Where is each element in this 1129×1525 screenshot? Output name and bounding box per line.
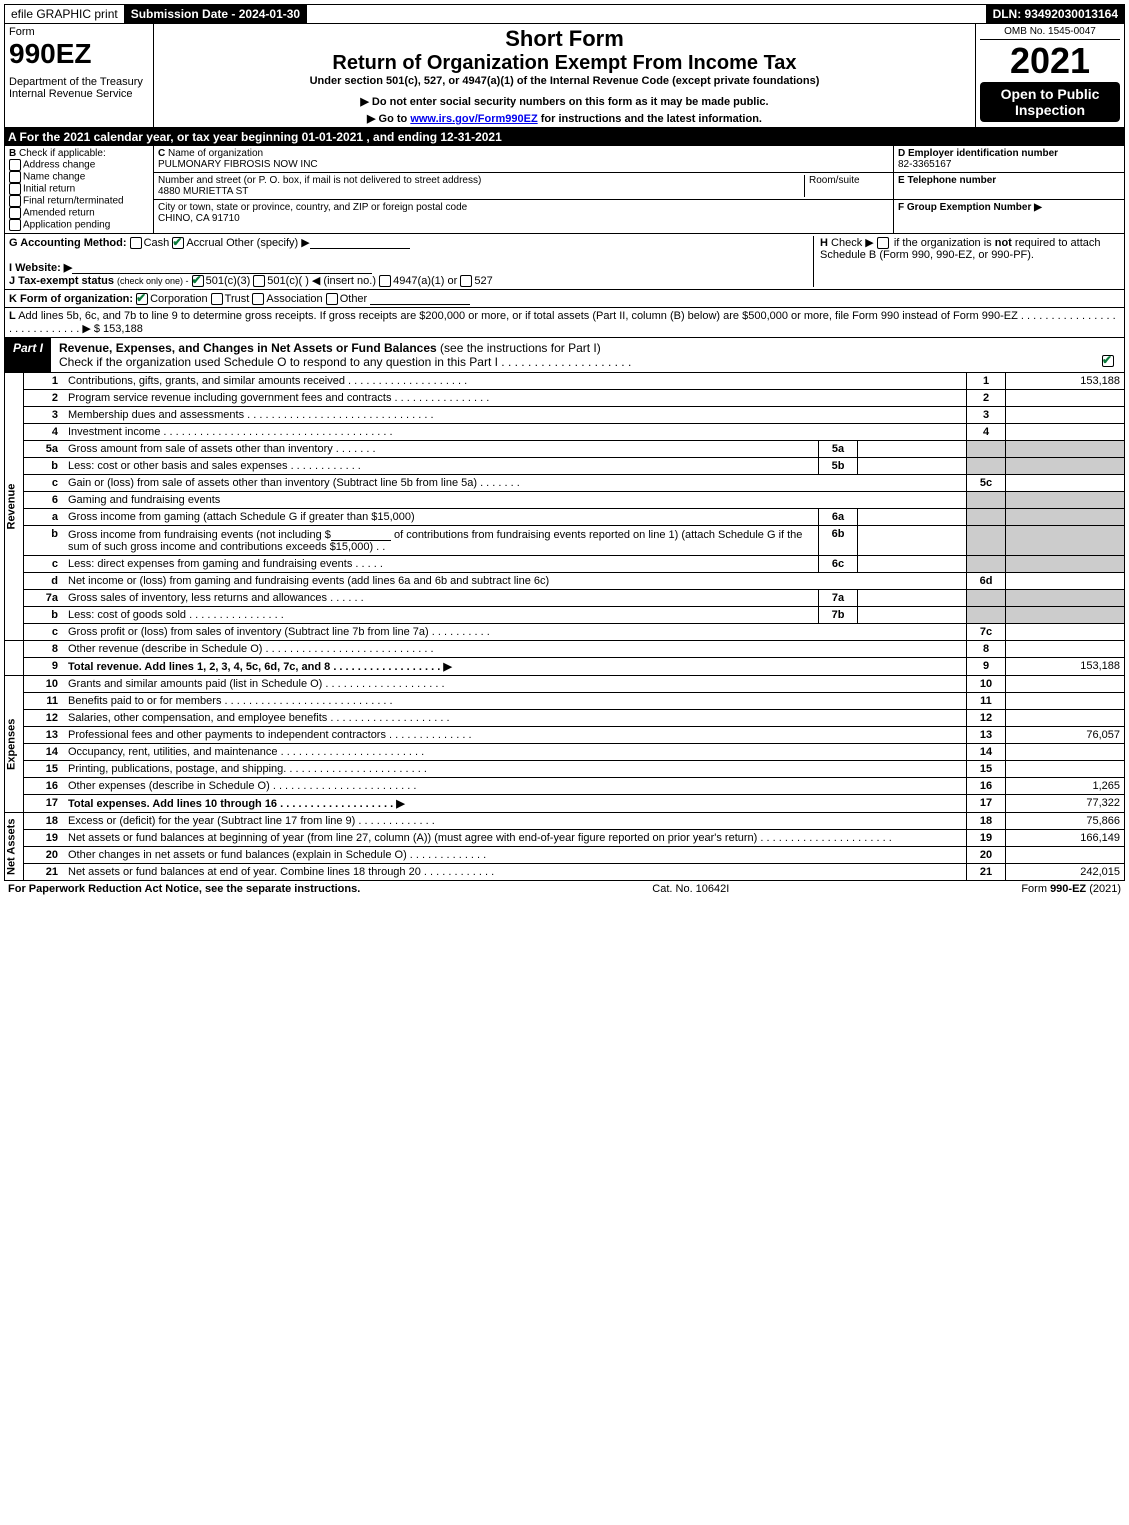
line-6b-value [858,526,967,556]
checkbox-501c[interactable] [253,275,265,287]
line-13-value: 76,057 [1006,727,1125,744]
checkbox-initial-return[interactable] [9,183,21,195]
checkbox-527[interactable] [460,275,472,287]
page-footer: For Paperwork Reduction Act Notice, see … [4,881,1125,897]
short-form-title: Short Form [158,26,971,52]
line-19-value: 166,149 [1006,830,1125,847]
street-address: 4880 MURIETTA ST [158,186,248,197]
line-7b-value [858,607,967,624]
checkbox-corporation[interactable] [136,293,148,305]
checkbox-application-pending[interactable] [9,219,21,231]
line-21-value: 242,015 [1006,864,1125,881]
header-right: OMB No. 1545-0047 2021 Open to Public In… [975,24,1124,127]
column-d: D Employer identification number 82-3365… [894,146,1124,233]
gross-receipts-amount: 153,188 [103,323,143,335]
return-title: Return of Organization Exempt From Incom… [158,52,971,75]
line-6c-value [858,556,967,573]
checkbox-accrual[interactable] [172,237,184,249]
line-3-value [1006,407,1125,424]
line-7a-value [858,590,967,607]
line-14-value [1006,744,1125,761]
line-16-value: 1,265 [1006,778,1125,795]
footer-left: For Paperwork Reduction Act Notice, see … [8,883,360,895]
dept-treasury: Department of the Treasury [9,76,149,88]
part-1-header: Part I Revenue, Expenses, and Changes in… [4,338,1125,373]
net-assets-section-label: Net Assets [5,813,24,881]
checkbox-other-org[interactable] [326,293,338,305]
irs-label: Internal Revenue Service [9,88,149,100]
checkbox-name-change[interactable] [9,171,21,183]
line-5b-value [858,458,967,475]
other-method-blank [310,236,410,249]
header-left: Form 990EZ Department of the Treasury In… [5,24,154,127]
form-number: 990EZ [9,38,149,70]
submission-date: Submission Date - 2024-01-30 [125,5,307,23]
line-10-value [1006,676,1125,693]
column-b: B Check if applicable: Address change Na… [5,146,154,233]
line-15-value [1006,761,1125,778]
line-2-value [1006,390,1125,407]
part-1-title: Revenue, Expenses, and Changes in Net As… [51,338,1124,372]
under-section: Under section 501(c), 527, or 4947(a)(1)… [158,75,971,87]
website-blank [72,261,372,274]
line-17-value: 77,322 [1006,795,1125,813]
goto-line: ▶ Go to www.irs.gov/Form990EZ for instru… [158,112,971,125]
checkbox-h[interactable] [877,237,889,249]
line-1-value: 153,188 [1006,373,1125,390]
footer-right: Form 990-EZ (2021) [1021,883,1121,895]
checkbox-501c3[interactable] [192,275,204,287]
header-center: Short Form Return of Organization Exempt… [154,24,975,127]
org-name: PULMONARY FIBROSIS NOW INC [158,159,318,170]
form-word: Form [9,26,149,38]
checkbox-association[interactable] [252,293,264,305]
dln-label: DLN: 93492030013164 [986,5,1124,23]
checkbox-amended-return[interactable] [9,207,21,219]
line-4-value [1006,424,1125,441]
row-k: K Form of organization: Corporation Trus… [4,290,1125,308]
line-8-value [1006,641,1125,658]
checkbox-4947[interactable] [379,275,391,287]
no-ssn-warning: ▶ Do not enter social security numbers o… [158,95,971,108]
omb-number: OMB No. 1545-0047 [980,26,1120,40]
line-6a-value [858,509,967,526]
info-grid: B Check if applicable: Address change Na… [4,146,1125,234]
line-20-value [1006,847,1125,864]
checkbox-trust[interactable] [211,293,223,305]
line-5a-value [858,441,967,458]
footer-cat-no: Cat. No. 10642I [652,883,729,895]
checkbox-address-change[interactable] [9,159,21,171]
open-to-public: Open to Public Inspection [980,82,1120,122]
checkbox-final-return[interactable] [9,195,21,207]
column-c: C Name of organization PULMONARY FIBROSI… [154,146,894,233]
irs-link[interactable]: www.irs.gov/Form990EZ [410,113,537,125]
line-18-value: 75,866 [1006,813,1125,830]
room-suite-label: Room/suite [805,175,889,197]
ein-value: 82-3365167 [898,159,951,170]
line-5c-value [1006,475,1125,492]
line-6d-value [1006,573,1125,590]
city-state-zip: CHINO, CA 91710 [158,213,240,224]
tax-year: 2021 [980,40,1120,82]
line-7c-value [1006,624,1125,641]
part-1-label: Part I [5,338,51,372]
form-header: Form 990EZ Department of the Treasury In… [4,24,1125,128]
row-l: L Add lines 5b, 6c, and 7b to line 9 to … [4,308,1125,338]
other-org-blank [370,292,470,305]
expenses-section-label: Expenses [5,676,24,813]
checkbox-cash[interactable] [130,237,142,249]
row-g-h: G Accounting Method: Cash Accrual Other … [4,234,1125,290]
revenue-section-label: Revenue [5,373,24,641]
line-9-value: 153,188 [1006,658,1125,676]
line-11-value [1006,693,1125,710]
efile-label: efile GRAPHIC print [5,5,125,23]
section-a-header: A For the 2021 calendar year, or tax yea… [4,128,1125,146]
part-1-table: Revenue 1 Contributions, gifts, grants, … [4,373,1125,881]
checkbox-schedule-o[interactable] [1102,355,1114,367]
top-bar: efile GRAPHIC print Submission Date - 20… [4,4,1125,24]
line-12-value [1006,710,1125,727]
